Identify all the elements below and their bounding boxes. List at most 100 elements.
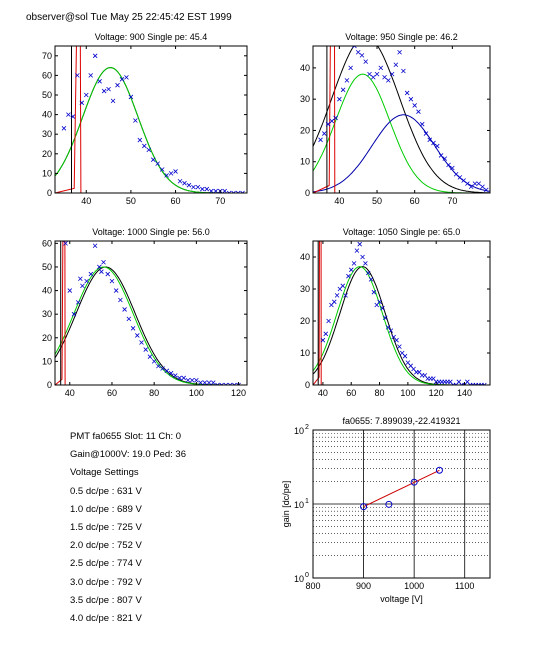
- fit-curve-total: [55, 67, 247, 193]
- data-point: [450, 165, 455, 171]
- data-point: [389, 71, 395, 77]
- y-tick-label: 60: [42, 238, 52, 248]
- data-point: [159, 167, 165, 172]
- histogram-panel-1: Voltage: 900 Single pe: 45.4 40 50 60 70 0 10 2…: [42, 32, 248, 206]
- voltage-setting-row: 4.0 dc/pe : 821 V: [70, 613, 142, 625]
- data-point: [412, 103, 417, 108]
- data-point: [442, 156, 448, 161]
- data-point: [453, 171, 459, 177]
- data-point: [434, 143, 440, 149]
- histogram-panel-3: Voltage: 1000 Single pe: 56.040 60 80 100 12…: [42, 227, 248, 398]
- y-axis-label: gain [dc/pe]: [281, 481, 291, 528]
- data-point: [351, 261, 357, 266]
- y-tick-label: 0: [305, 380, 310, 390]
- x-tick-label: 1000: [404, 581, 424, 591]
- data-point: [130, 326, 136, 331]
- plot-area: [55, 46, 247, 193]
- data-point: [83, 92, 89, 98]
- x-tick-label: 40: [65, 388, 75, 398]
- y-tick-label: 30: [42, 129, 52, 139]
- x-tick-label: 80: [375, 388, 385, 398]
- data-point: [404, 90, 410, 96]
- pedestal-peak: [55, 241, 66, 385]
- y-tick-exponent: 0: [305, 572, 309, 579]
- data-point: [397, 344, 402, 349]
- data-point: [80, 283, 85, 289]
- x-tick-label: 800: [305, 581, 320, 591]
- voltage-settings-title: Voltage Settings: [70, 467, 139, 479]
- data-point: [367, 71, 372, 77]
- data-point: [164, 173, 169, 178]
- data-point: [438, 153, 444, 158]
- y-tick-label: 20: [42, 333, 52, 343]
- data-point: [329, 118, 335, 124]
- x-tick-label: 40: [81, 196, 91, 206]
- data-point: [213, 188, 219, 193]
- data-point: [240, 190, 245, 193]
- data-point: [105, 271, 111, 277]
- data-point: [419, 121, 425, 127]
- gain-point: [360, 503, 368, 511]
- data-point: [177, 375, 182, 381]
- y-tick-label: 40: [42, 110, 52, 120]
- data-point: [427, 137, 433, 143]
- data-point: [472, 181, 478, 186]
- data-point: [408, 96, 414, 102]
- data-point: [388, 328, 394, 333]
- data-point: [142, 143, 147, 149]
- data-point: [206, 380, 212, 385]
- y-tick-label: 0: [305, 188, 310, 198]
- axes-frame: [312, 429, 491, 579]
- fit-curve-single: [55, 67, 247, 193]
- x-tick-label: 60: [171, 196, 181, 206]
- plot-area: [313, 46, 490, 193]
- y-tick-label: 40: [300, 252, 310, 262]
- x-tick-label: 120: [429, 388, 444, 398]
- histogram-panel-4: Voltage: 1050 Single pe: 65.040 60 80 100 12…: [300, 227, 491, 398]
- y-tick-label: 0: [47, 380, 52, 390]
- panel-title: Voltage: 950 Single pe: 46.2: [345, 32, 458, 42]
- x-tick-label: 60: [107, 388, 117, 398]
- y-tick-label: 20: [42, 149, 52, 159]
- data-point: [101, 259, 106, 265]
- x-tick-label: 40: [318, 388, 328, 398]
- data-point: [226, 190, 232, 193]
- data-point: [61, 126, 67, 131]
- data-point: [147, 354, 153, 359]
- data-point: [143, 347, 149, 352]
- data-point: [483, 187, 489, 193]
- data-point: [63, 241, 68, 246]
- y-tick-exponent: 1: [305, 498, 309, 505]
- data-point: [92, 53, 98, 59]
- data-point: [75, 73, 80, 78]
- data-point: [355, 49, 361, 55]
- data-point: [231, 190, 236, 193]
- data-point: [71, 311, 77, 317]
- x-tick-label: 50: [372, 196, 382, 206]
- panel-title: Voltage: 1000 Single pe: 56.0: [92, 227, 210, 237]
- gain-point: [435, 466, 443, 474]
- pedestal-peak: [313, 241, 322, 385]
- data-point: [92, 243, 98, 249]
- data-point: [202, 380, 208, 385]
- data-point: [126, 316, 132, 322]
- data-point: [189, 377, 195, 383]
- data-point: [219, 382, 224, 385]
- data-point: [106, 86, 111, 92]
- x-axis-label: voltage [V]: [380, 594, 423, 604]
- axes-frame: [312, 240, 491, 386]
- data-point: [168, 370, 174, 376]
- data-point: [139, 340, 144, 345]
- data-point: [368, 277, 374, 282]
- y-tick-exponent: 2: [305, 424, 309, 431]
- data-point: [79, 100, 85, 106]
- y-tick-label: 0: [47, 188, 52, 198]
- voltage-setting-row: 3.5 dc/pe : 807 V: [70, 594, 142, 606]
- data-point: [446, 162, 451, 168]
- data-point: [97, 264, 102, 270]
- data-point: [109, 278, 115, 284]
- data-point: [365, 270, 371, 276]
- y-tick-label: 10: [42, 168, 52, 178]
- data-point: [208, 188, 214, 193]
